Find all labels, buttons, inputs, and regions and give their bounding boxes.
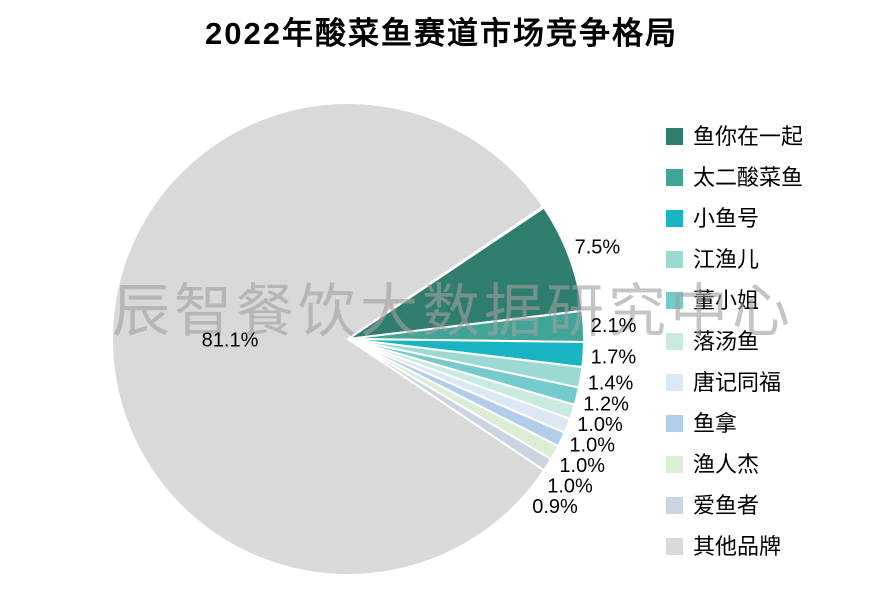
legend-swatch-icon	[666, 374, 683, 391]
legend-label: 江渔儿	[693, 246, 760, 272]
legend-label: 董小姐	[693, 287, 760, 313]
legend-item-3: 小鱼号	[666, 198, 803, 239]
legend-label: 小鱼号	[693, 205, 760, 231]
legend-swatch-icon	[666, 497, 683, 514]
pie-slices	[110, 102, 585, 576]
legend-label: 鱼拿	[693, 410, 738, 436]
legend-swatch-icon	[666, 251, 683, 268]
legend-item-7: 唐记同福	[666, 362, 803, 403]
legend-swatch-icon	[666, 415, 683, 432]
legend: 鱼你在一起太二酸菜鱼小鱼号江渔儿董小姐落汤鱼唐记同福鱼拿渔人杰爱鱼者其他品牌	[666, 116, 803, 567]
legend-item-5: 董小姐	[666, 280, 803, 321]
legend-label: 渔人杰	[693, 451, 760, 477]
legend-label: 落汤鱼	[693, 328, 760, 354]
legend-label: 鱼你在一起	[693, 123, 804, 149]
legend-item-9: 渔人杰	[666, 444, 803, 485]
legend-swatch-icon	[666, 169, 683, 186]
legend-item-10: 爱鱼者	[666, 485, 803, 526]
legend-label: 其他品牌	[693, 533, 782, 559]
legend-swatch-icon	[666, 538, 683, 555]
legend-item-1: 鱼你在一起	[666, 116, 803, 157]
legend-swatch-icon	[666, 333, 683, 350]
legend-label: 爱鱼者	[693, 492, 760, 518]
legend-item-4: 江渔儿	[666, 239, 803, 280]
legend-item-6: 落汤鱼	[666, 321, 803, 362]
pie-slice-11	[110, 102, 546, 576]
legend-item-8: 鱼拿	[666, 403, 803, 444]
legend-label: 太二酸菜鱼	[693, 164, 804, 190]
legend-swatch-icon	[666, 292, 683, 309]
legend-label: 唐记同福	[693, 369, 782, 395]
legend-swatch-icon	[666, 128, 683, 145]
legend-item-11: 其他品牌	[666, 526, 803, 567]
legend-swatch-icon	[666, 456, 683, 473]
pie-slice-1	[347, 206, 584, 340]
legend-swatch-icon	[666, 210, 683, 227]
legend-item-2: 太二酸菜鱼	[666, 157, 803, 198]
chart-title: 2022年酸菜鱼赛道市场竞争格局	[205, 16, 678, 51]
